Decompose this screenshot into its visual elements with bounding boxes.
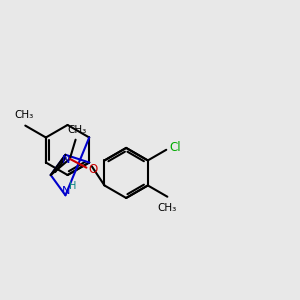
Text: N: N bbox=[62, 186, 70, 196]
Text: O: O bbox=[88, 163, 97, 176]
Text: CH₃: CH₃ bbox=[68, 125, 87, 135]
Text: CH₃: CH₃ bbox=[14, 110, 33, 120]
Text: CH₃: CH₃ bbox=[158, 202, 177, 213]
Text: Cl: Cl bbox=[170, 141, 182, 154]
Text: N: N bbox=[62, 155, 70, 165]
Text: H: H bbox=[69, 182, 77, 191]
